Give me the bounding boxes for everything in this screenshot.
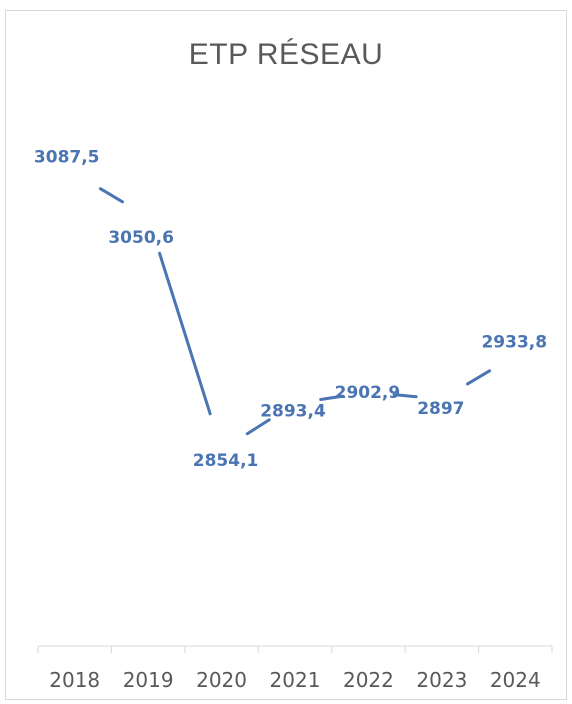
x-tick-label: 2018 — [49, 668, 100, 692]
series-line-segment — [245, 418, 271, 436]
data-label: 2902,9 — [335, 383, 401, 403]
series-line-segment — [392, 393, 418, 399]
series-line-segment — [158, 251, 212, 416]
series-layer — [98, 187, 492, 436]
x-tick-label: 2020 — [196, 668, 247, 692]
x-tick-label: 2022 — [343, 668, 394, 692]
x-tick-label: 2021 — [270, 668, 321, 692]
data-label: 2933,8 — [481, 333, 547, 353]
x-tick-label: 2024 — [490, 668, 541, 692]
chart-title: ETP RÉSEAU — [188, 38, 384, 71]
x-axis: 2018 2019 2020 2021 2022 2023 2024 — [37, 645, 553, 692]
data-label: 2854,1 — [193, 451, 259, 471]
data-label: 3050,6 — [108, 228, 174, 248]
series-line-segment — [466, 369, 492, 386]
chart-frame — [5, 10, 567, 700]
x-tick-label: 2019 — [123, 668, 174, 692]
data-label-layer: 3087,5 3050,6 2854,1 2893,4 2902,9 2897 2933,8 — [34, 147, 547, 471]
data-label: 2893,4 — [260, 401, 326, 421]
series-line-segment — [98, 187, 124, 204]
series-line-segment — [319, 394, 345, 402]
x-tick-label: 2023 — [416, 668, 467, 692]
data-label: 3087,5 — [34, 147, 100, 167]
data-label: 2897 — [417, 399, 464, 419]
